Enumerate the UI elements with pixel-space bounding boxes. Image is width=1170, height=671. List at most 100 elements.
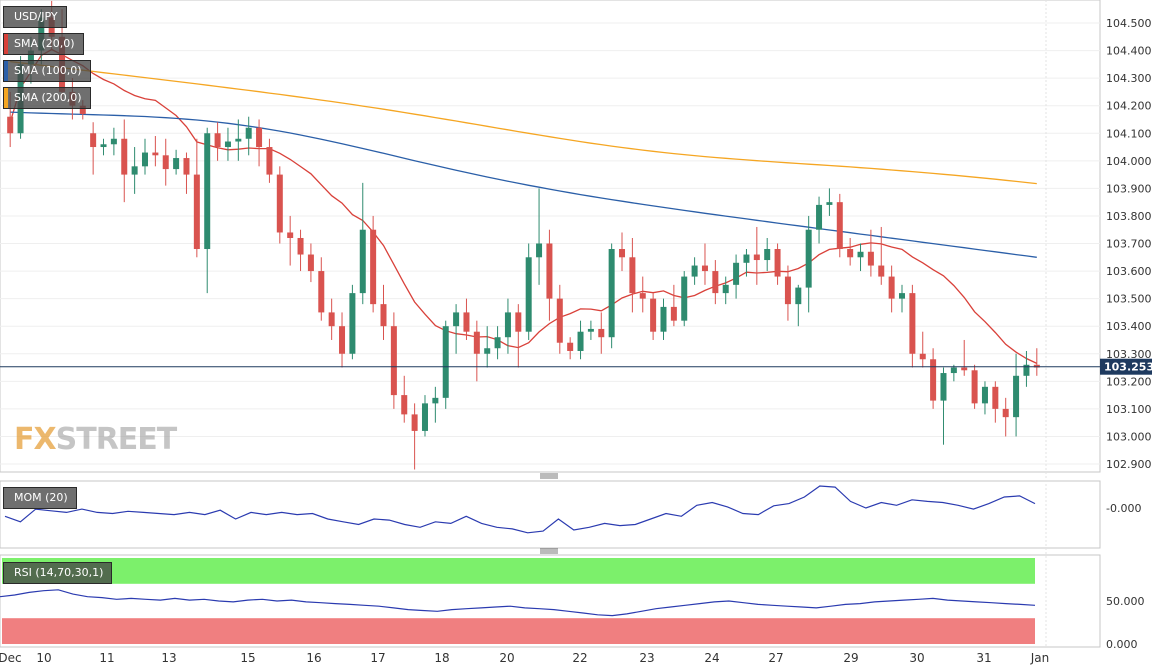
candle[interactable] [981,381,988,415]
candle[interactable] [1023,350,1030,387]
candle[interactable] [515,304,522,368]
candle[interactable] [577,320,584,360]
candle[interactable] [287,215,294,266]
candle[interactable] [774,243,781,285]
candle[interactable] [660,298,667,340]
candle[interactable] [141,138,148,175]
candle[interactable] [380,284,387,340]
candle[interactable] [235,119,242,161]
candle[interactable] [598,312,605,354]
candle[interactable] [204,127,211,294]
candle[interactable] [899,284,906,313]
candle[interactable] [816,196,823,244]
candle[interactable] [328,298,335,340]
candle[interactable] [307,243,314,283]
candle[interactable] [100,138,107,156]
panel-splitter-2[interactable] [540,548,558,554]
candle[interactable] [930,348,937,409]
candle[interactable] [867,229,874,277]
candle[interactable] [173,149,180,175]
candle[interactable] [619,232,626,272]
candle[interactable] [722,276,729,305]
candle[interactable] [950,364,957,382]
candle[interactable] [131,147,138,194]
candle[interactable] [1033,348,1040,376]
candle[interactable] [847,237,854,266]
candle[interactable] [442,320,449,409]
candle[interactable] [152,136,159,167]
panel-splitter-1[interactable] [540,473,558,479]
candle[interactable] [784,265,791,321]
candle[interactable] [670,284,677,327]
candle[interactable] [297,229,304,272]
candle[interactable] [339,312,346,368]
candle[interactable] [1013,353,1020,437]
candle[interactable] [349,284,356,360]
rsi-tag[interactable]: RSI (14,70,30,1) [3,562,113,584]
candle[interactable] [318,257,325,321]
candle[interactable] [453,304,460,354]
candle[interactable] [432,386,439,423]
candle[interactable] [110,127,117,156]
sma100-tag[interactable]: SMA (100,0) [3,60,91,82]
candle[interactable] [795,284,802,327]
candle[interactable] [878,226,885,285]
candle[interactable] [183,152,190,194]
candle[interactable] [256,119,263,167]
candle[interactable] [681,271,688,327]
candle[interactable] [121,119,128,203]
candle[interactable] [805,215,812,313]
candle[interactable] [940,367,947,445]
candle[interactable] [629,237,636,313]
candle[interactable] [536,188,543,285]
candle[interactable] [753,226,760,285]
candle[interactable] [525,243,532,340]
candle[interactable] [961,339,968,376]
candle[interactable] [359,182,366,305]
candle[interactable] [484,326,491,368]
candle[interactable] [546,229,553,321]
candle[interactable] [764,237,771,272]
candle[interactable] [463,298,470,340]
candle[interactable] [214,122,221,161]
candle[interactable] [276,166,283,244]
candle[interactable] [826,188,833,216]
candle[interactable] [193,138,200,258]
candle[interactable] [245,116,252,156]
candle[interactable] [370,215,377,313]
candle[interactable] [504,298,511,354]
candle[interactable] [743,249,750,277]
sma20-tag[interactable]: SMA (20,0) [3,33,84,55]
candle[interactable] [919,331,926,368]
candle[interactable] [701,243,708,285]
candle[interactable] [733,254,740,299]
candle[interactable] [888,265,895,313]
candle[interactable] [857,243,864,272]
instrument-tag[interactable]: USD/JPY [3,6,67,28]
candle[interactable] [411,403,418,470]
candle[interactable] [567,337,574,360]
candle[interactable] [162,138,169,186]
candle[interactable] [909,284,916,368]
candle[interactable] [401,375,408,423]
mom-tag[interactable]: MOM (20) [3,487,77,509]
candle[interactable] [494,326,501,360]
candle[interactable] [266,138,273,183]
candle[interactable] [691,257,698,285]
candle[interactable] [608,243,615,349]
candle[interactable] [650,293,657,340]
candle[interactable] [712,260,719,305]
candle[interactable] [1002,397,1009,437]
candle[interactable] [587,320,594,340]
candle[interactable] [473,320,480,382]
candle[interactable] [224,127,231,161]
candle[interactable] [390,312,397,409]
sma200-tag[interactable]: SMA (200,0) [3,87,91,109]
candle[interactable] [992,381,999,423]
candle[interactable] [90,122,97,175]
candle[interactable] [836,193,843,258]
candle[interactable] [639,276,646,313]
candle[interactable] [556,284,563,354]
candle[interactable] [971,364,978,409]
candle[interactable] [421,395,428,437]
